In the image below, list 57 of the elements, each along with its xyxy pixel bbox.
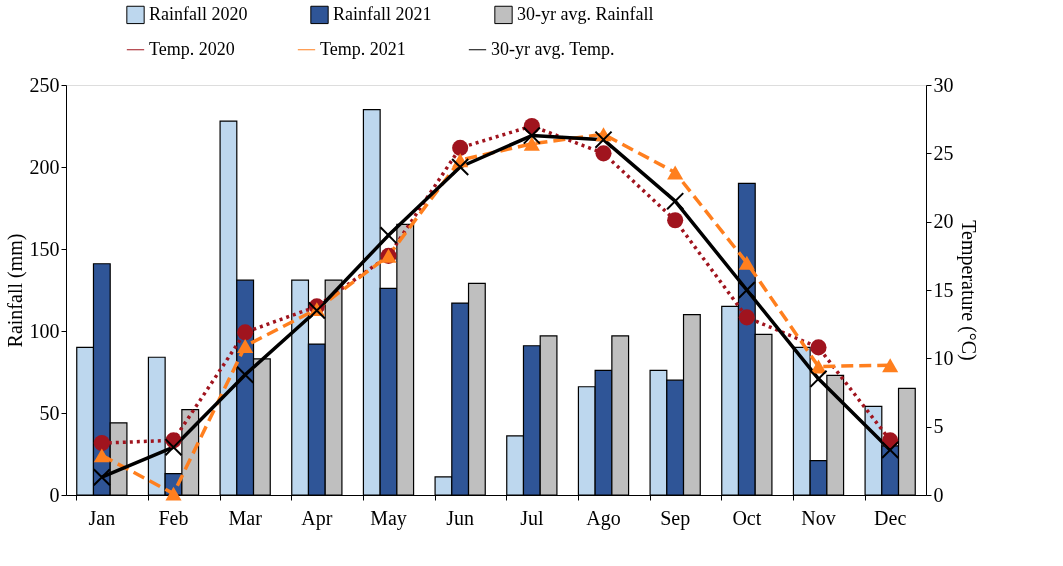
point bbox=[379, 226, 398, 245]
point bbox=[164, 438, 183, 457]
point bbox=[165, 486, 182, 501]
point bbox=[738, 309, 755, 326]
legend-label: Rainfall 2021 bbox=[333, 3, 432, 24]
y2-tick-label: 5 bbox=[933, 415, 944, 438]
x-tick-label: Jan bbox=[88, 506, 116, 529]
y2-tick-label: 10 bbox=[933, 346, 954, 369]
point bbox=[93, 448, 110, 463]
point bbox=[523, 136, 540, 151]
point bbox=[237, 324, 254, 341]
y2-tick-label: 25 bbox=[933, 141, 954, 164]
y2-tick-label: 15 bbox=[933, 278, 954, 301]
y-tick-label: 200 bbox=[29, 155, 60, 178]
point bbox=[237, 339, 254, 354]
y-tick-label: 0 bbox=[49, 483, 60, 506]
point bbox=[882, 358, 899, 373]
y-tick-label: 150 bbox=[29, 237, 60, 260]
x-tick-label: Jun bbox=[446, 506, 475, 529]
point bbox=[595, 145, 612, 162]
legend-label: 30-yr avg. Temp. bbox=[491, 38, 615, 59]
point bbox=[737, 280, 756, 300]
legend-label: 30-yr avg. Rainfall bbox=[517, 3, 654, 24]
x-tick-label: Sep bbox=[660, 506, 691, 530]
y-tick-label: 250 bbox=[29, 73, 60, 96]
x-tick-label: Apr bbox=[301, 506, 333, 530]
x-tick-label: Dec bbox=[874, 506, 907, 529]
point bbox=[667, 165, 684, 180]
y2-tick-label: 20 bbox=[933, 210, 954, 233]
y-tick-label: 50 bbox=[39, 401, 60, 424]
x-tick-label: Mar bbox=[228, 506, 263, 529]
point bbox=[738, 255, 755, 270]
point bbox=[92, 468, 111, 487]
legend-label: Temp. 2021 bbox=[320, 38, 406, 59]
point bbox=[881, 440, 900, 459]
point bbox=[452, 139, 469, 156]
point bbox=[666, 192, 685, 211]
point bbox=[93, 435, 110, 452]
point bbox=[667, 212, 684, 229]
point bbox=[594, 130, 613, 149]
y-axis-title: Rainfall (mm) bbox=[3, 233, 27, 348]
point bbox=[451, 157, 470, 177]
x-tick-label: May bbox=[370, 506, 407, 530]
point bbox=[810, 339, 827, 356]
x-tick-label: Feb bbox=[158, 506, 189, 529]
x-tick-label: Oct bbox=[732, 506, 762, 529]
legend-label: Rainfall 2020 bbox=[149, 3, 248, 24]
y2-axis-title: Temperature (°C) bbox=[956, 220, 980, 361]
y2-tick-label: 30 bbox=[933, 73, 954, 96]
legend-label: Temp. 2020 bbox=[149, 38, 235, 59]
x-tick-label: Ago bbox=[586, 506, 621, 530]
x-tick-label: Nov bbox=[801, 506, 836, 529]
point bbox=[522, 126, 541, 145]
x-tick-label: Jul bbox=[520, 506, 544, 529]
point bbox=[809, 369, 828, 388]
y2-tick-label: 0 bbox=[933, 483, 944, 506]
y-tick-label: 100 bbox=[29, 319, 60, 342]
